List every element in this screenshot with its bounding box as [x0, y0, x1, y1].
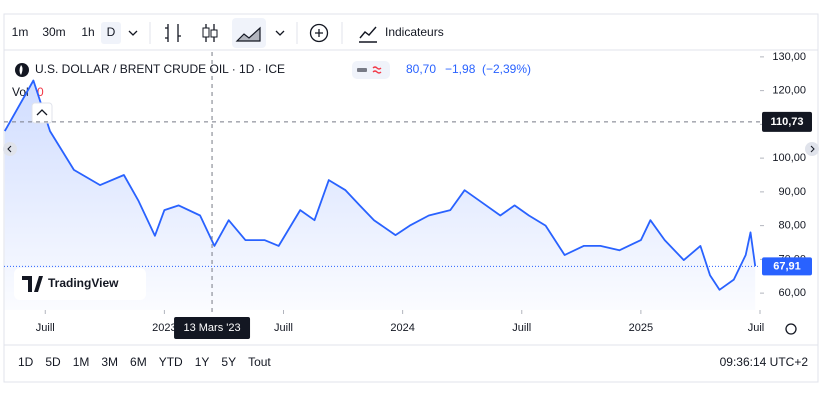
range-button[interactable]: 5D [45, 355, 61, 369]
crosshair-x-tag [174, 317, 251, 339]
price-change-percent: (−2,39%) [482, 62, 531, 76]
y-tick-label: 120,00 [772, 85, 806, 97]
candles-icon[interactable] [210, 29, 218, 38]
interval-button[interactable]: 1m [12, 25, 29, 39]
last-price: 80,70 [406, 62, 436, 76]
compare-icon[interactable] [309, 23, 329, 43]
status-badge [352, 61, 390, 79]
x-tick-label: Juill [512, 322, 531, 334]
y-tick-label: 60,00 [778, 287, 806, 299]
dropdown-icon[interactable] [275, 30, 285, 36]
x-tick-label: Juil [748, 322, 765, 334]
scroll-left[interactable] [3, 142, 17, 156]
y-tick-label: 90,00 [778, 186, 806, 198]
range-button[interactable]: YTD [159, 355, 183, 369]
logo-icon[interactable] [22, 276, 43, 292]
active-interval-bg [101, 22, 121, 44]
interval-button[interactable]: D [107, 25, 116, 39]
range-button[interactable]: 1D [18, 355, 34, 369]
range-button[interactable]: 6M [130, 355, 147, 369]
price-change: −1,98 [445, 62, 476, 76]
x-tick-label: Juill [36, 322, 55, 334]
collapse-icon[interactable] [36, 109, 48, 116]
x-tick-label: Juill [274, 322, 293, 334]
y-tick-label: 100,00 [772, 152, 806, 164]
scroll-right[interactable] [805, 142, 819, 156]
widget-frame [3, 13, 819, 383]
range-button[interactable]: Tout [248, 355, 271, 369]
range-button[interactable]: 1M [73, 355, 90, 369]
scroll-left[interactable] [7, 145, 12, 153]
symbol-icon [19, 65, 23, 75]
logo-text[interactable]: TradingView [48, 276, 119, 290]
interval-button[interactable]: 30m [42, 25, 65, 39]
compare-icon[interactable] [315, 29, 323, 37]
indicators-icon[interactable] [359, 26, 377, 43]
x-tick-label: 2024 [390, 322, 414, 334]
crosshair-y-tag [762, 111, 812, 132]
crosshair-y-label: 110,73 [770, 116, 803, 128]
price-line [4, 79, 757, 291]
x-tick-label: 2025 [629, 322, 653, 334]
area-fill [4, 80, 756, 310]
candles-icon[interactable] [202, 27, 210, 38]
last-price-tag [762, 257, 812, 276]
plot-area [4, 79, 757, 310]
scroll-right[interactable] [810, 145, 815, 153]
dropdown-icon[interactable] [128, 30, 138, 36]
range-buttons: 1D 5D 1M 3M 6M YTD 1Y 5Y Tout [18, 355, 271, 369]
y-tick-label: 130,00 [772, 51, 806, 63]
collapse-button[interactable] [31, 102, 53, 124]
x-tick-label: 2023 [152, 322, 176, 334]
status-badge [357, 68, 367, 72]
settings-icon[interactable] [785, 323, 797, 335]
bars-icon[interactable] [165, 24, 181, 42]
volume-value: 0 [37, 85, 44, 99]
interval-button[interactable]: 1h [81, 25, 94, 39]
active-style-bg [232, 18, 266, 48]
range-button[interactable]: 3M [101, 355, 118, 369]
area-icon[interactable] [235, 26, 261, 42]
range-button[interactable]: 5Y [221, 355, 236, 369]
symbol-title: U.S. DOLLAR / BRENT CRUDE OIL · 1D · ICE [35, 62, 285, 76]
y-tick-label: 80,00 [778, 220, 806, 232]
logo-bg [14, 268, 146, 300]
status-badge [372, 66, 382, 74]
range-button[interactable]: 1Y [195, 355, 210, 369]
last-price-label: 67,91 [773, 260, 801, 272]
clock: 09:36:14 UTC+2 [720, 355, 809, 369]
crosshair-x-label: 13 Mars '23 [183, 322, 240, 334]
indicators-button[interactable]: Indicateurs [385, 25, 444, 39]
